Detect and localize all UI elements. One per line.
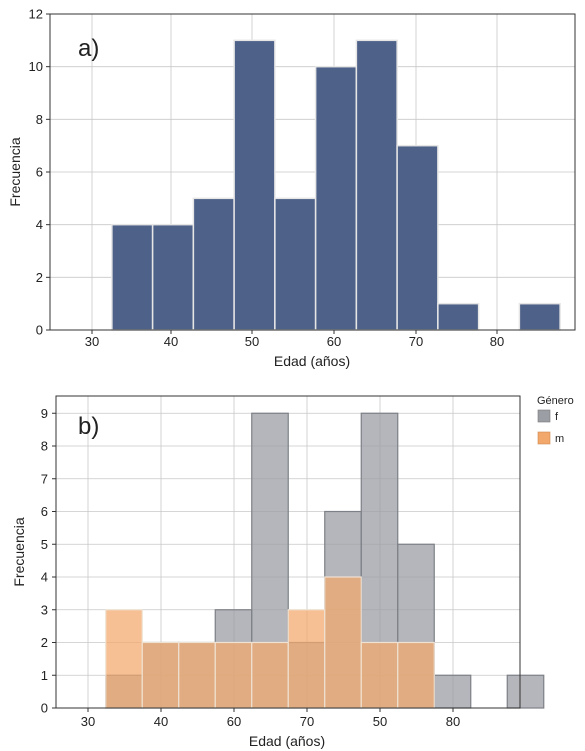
panel-b-frame [55, 395, 521, 709]
legend-swatch-m [537, 431, 551, 445]
panel-a-y-axis-label: Frecuencia [7, 137, 23, 206]
panel-b-bar-m-6 [324, 576, 362, 709]
panel-b-y-tick-label-6: 6 [41, 504, 48, 519]
panel-b-y-tick-label-4: 4 [41, 570, 48, 585]
panel-b-x-tick-label-3: 70 [300, 714, 314, 729]
panel-a-x-tick-label-1: 40 [164, 334, 178, 349]
legend-title: Género [537, 395, 574, 407]
panel-a-y-tick-label-2: 4 [36, 217, 43, 232]
panel-b-y-tick-label-2: 2 [41, 635, 48, 650]
panel-b-bar-f-9 [433, 674, 472, 709]
panel-b-bar-m-2 [178, 641, 216, 709]
panel-a-bar-7 [396, 144, 439, 331]
panel-a-y-tick-label-4: 8 [36, 112, 43, 127]
panel-a-y-tick-label-1: 2 [36, 270, 43, 285]
panel-b-y-tick-label-5: 5 [41, 537, 48, 552]
panel-b-label: b) [78, 413, 99, 440]
panel-b: 30 40 60 70 50 80 0 1 2 3 4 5 6 7 8 9 b) Edad (años) F… [11, 395, 574, 749]
panel-a-bar-6 [355, 39, 398, 331]
legend-label-m: m [555, 433, 564, 445]
panel-a-y-tick-label-6: 12 [29, 7, 43, 22]
panel-b-y-tick-label-3: 3 [41, 602, 48, 617]
panel-b-x-tick-label-0: 30 [81, 714, 95, 729]
panel-a-bar-8 [437, 302, 480, 331]
panel-b-x-axis-label: Edad (años) [249, 733, 325, 749]
panel-b-x-tick-label-2: 60 [227, 714, 241, 729]
legend: Género f m [537, 395, 574, 445]
panel-a: 30 40 50 60 70 80 0 2 4 6 8 10 12 a) Edad (años) Fr… [7, 7, 576, 369]
panel-b-bars-m [105, 576, 435, 709]
panel-b-bar-m-8 [397, 641, 435, 709]
panel-a-y-ticks: 0 2 4 6 8 10 12 [29, 7, 50, 338]
panel-b-bar-m-5 [287, 609, 326, 709]
panel-a-x-tick-label-4: 70 [409, 334, 423, 349]
panel-b-y-axis-label: Frecuencia [11, 517, 27, 586]
panel-a-bar-0 [111, 223, 154, 331]
legend-label-f: f [555, 411, 559, 423]
panel-b-bar-m-1 [141, 641, 180, 709]
panel-b-x-tick-label-5: 80 [446, 714, 460, 729]
panel-b-y-tick-label-7: 7 [41, 471, 48, 486]
panel-b-y-tick-label-0: 0 [41, 701, 48, 716]
panel-a-bars [111, 39, 561, 331]
panel-a-y-tick-label-0: 0 [36, 323, 43, 338]
panel-b-bar-m-4 [251, 641, 289, 709]
panel-b-x-tick-label-4: 50 [373, 714, 387, 729]
panel-a-bar-4 [274, 197, 317, 331]
panel-a-x-tick-label-0: 30 [85, 334, 99, 349]
panel-a-bar-1 [151, 223, 195, 331]
panel-b-y-tick-label-1: 1 [41, 668, 48, 683]
panel-b-y-tick-label-9: 9 [41, 406, 48, 421]
panel-b-x-tick-label-1: 40 [154, 714, 168, 729]
panel-a-bar-5 [314, 65, 358, 331]
panel-a-x-tick-label-3: 60 [327, 334, 341, 349]
panel-a-x-axis-label: Edad (años) [274, 353, 350, 369]
legend-swatch-f [537, 409, 551, 423]
panel-b-y-tick-label-8: 8 [41, 439, 48, 454]
panel-a-y-tick-label-3: 6 [36, 165, 43, 180]
panel-b-bar-f-11 [506, 674, 545, 709]
panel-a-label: a) [78, 35, 99, 62]
panel-b-bar-m-0 [105, 609, 143, 709]
panel-a-y-tick-label-5: 10 [29, 59, 43, 74]
panel-a-bar-10 [518, 302, 561, 331]
panel-b-y-ticks: 0 1 2 3 4 5 6 7 8 9 [41, 406, 56, 716]
panel-b-bar-m-7 [360, 641, 399, 709]
panel-a-bar-2 [192, 197, 235, 331]
panel-b-x-ticks: 30 40 60 70 50 80 [81, 708, 460, 729]
panel-a-bar-3 [233, 39, 276, 331]
panel-a-x-tick-label-5: 80 [490, 334, 504, 349]
panel-b-bar-m-3 [214, 641, 253, 709]
panel-a-x-ticks: 30 40 50 60 70 80 [85, 330, 504, 349]
panel-a-x-tick-label-2: 50 [245, 334, 259, 349]
